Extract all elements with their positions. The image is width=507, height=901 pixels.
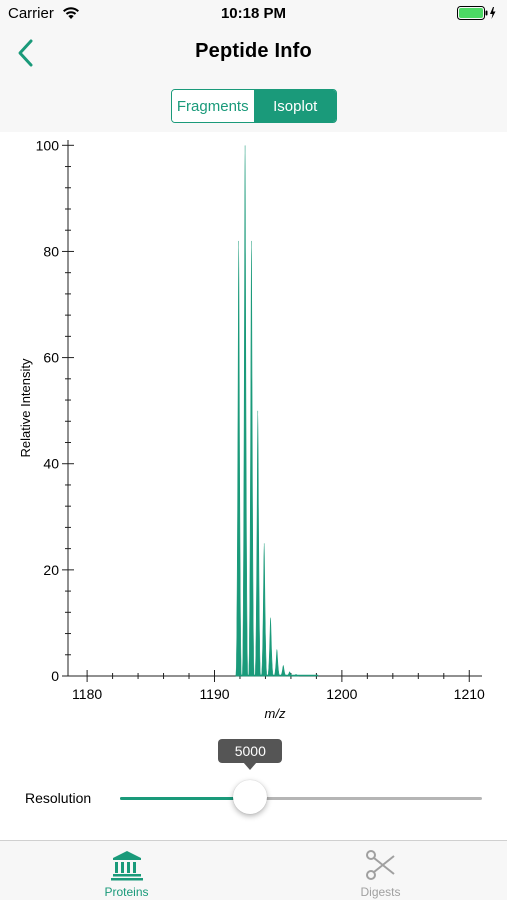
scissors-icon [365, 850, 395, 880]
isotope-peak [267, 617, 274, 677]
status-time: 10:18 PM [220, 5, 287, 22]
navigation-bar: Peptide Info Fragments Isoplot [0, 28, 507, 132]
isotope-peak [241, 144, 249, 677]
y-tick-label: 20 [43, 562, 59, 578]
tab-label-proteins: Proteins [104, 885, 149, 899]
y-tick-label: 0 [51, 668, 59, 684]
chevron-left-icon [18, 39, 33, 67]
tab-label-digests: Digests [360, 885, 401, 899]
resolution-slider-thumb[interactable] [233, 780, 268, 814]
resolution-control: 5000 Resolution [0, 735, 507, 835]
tab-bar: Proteins Digests [0, 840, 507, 900]
y-tick-label: 60 [43, 350, 59, 366]
resolution-value-tooltip: 5000 [218, 739, 283, 770]
x-tick-label: 1180 [72, 686, 102, 702]
view-segmented-control: Fragments Isoplot [171, 89, 337, 123]
segment-isoplot[interactable]: Isoplot [253, 90, 336, 122]
y-tick-label: 40 [43, 456, 59, 472]
tab-digests[interactable]: Digests [254, 841, 507, 901]
tab-proteins[interactable]: Proteins [0, 841, 253, 901]
x-axis-label: m/z [265, 706, 286, 721]
isotope-peak [235, 240, 243, 677]
y-tick-label: 80 [43, 243, 59, 259]
carrier-name: Carrier [8, 5, 54, 22]
bank-icon [110, 851, 143, 881]
status-bar: Carrier 10:18 PM [0, 0, 507, 28]
resolution-slider-fill [120, 797, 251, 800]
back-button[interactable] [12, 38, 42, 68]
resolution-slider-track[interactable] [120, 797, 482, 800]
isotope-peak [280, 665, 287, 677]
x-tick-label: 1210 [454, 686, 485, 702]
isotope-peak [260, 543, 268, 677]
segment-fragments[interactable]: Fragments [172, 90, 254, 122]
x-tick-label: 1200 [326, 686, 357, 702]
y-tick-label: 100 [36, 137, 60, 153]
resolution-label: Resolution [25, 790, 92, 806]
isotope-peak [273, 649, 281, 677]
wifi-icon [63, 7, 79, 19]
isotope-chart: 0 20 40 60 80 100 1180 1190 1200 1210 m/z Relative … [18, 137, 485, 721]
battery-icon [457, 6, 496, 20]
isotope-peak [248, 240, 255, 677]
y-axis-label: Relative Intensity [18, 358, 33, 457]
isotope-peak [254, 410, 262, 677]
page-title: Peptide Info [195, 40, 312, 62]
x-tick-label: 1190 [199, 686, 229, 702]
